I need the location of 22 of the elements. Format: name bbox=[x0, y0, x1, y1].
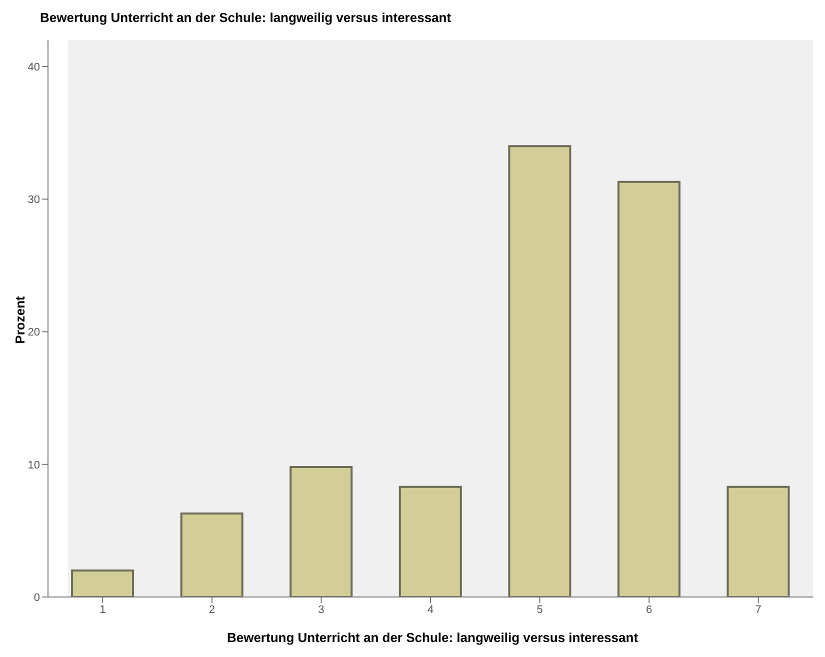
y-tick-label: 20 bbox=[28, 326, 40, 339]
y-tick-label: 10 bbox=[28, 459, 40, 472]
bar bbox=[617, 180, 680, 597]
x-tick-label: 6 bbox=[646, 604, 652, 616]
x-tick-label: 3 bbox=[318, 604, 324, 616]
bar bbox=[290, 466, 353, 597]
x-tick-label: 5 bbox=[536, 604, 543, 616]
x-tick-label: 4 bbox=[427, 604, 434, 616]
x-tick-label: 2 bbox=[208, 604, 215, 616]
bar bbox=[508, 145, 572, 597]
x-tick-label: 1 bbox=[100, 604, 106, 616]
x-tick-label: 7 bbox=[755, 604, 762, 616]
bar bbox=[71, 569, 134, 597]
x-axis-title: Bewertung Unterricht an der Schule: langweilig versus interessant bbox=[226, 630, 640, 645]
bar bbox=[726, 486, 790, 597]
bar bbox=[180, 512, 244, 597]
y-tick-label: 40 bbox=[28, 61, 40, 74]
y-tick-label: 30 bbox=[28, 194, 40, 206]
y-axis-title: Prozent bbox=[12, 296, 28, 344]
chart-title: Bewertung Unterricht an der Schule: langweilig versus interessant bbox=[40, 10, 452, 25]
y-tick-label: 0 bbox=[34, 592, 40, 604]
bar bbox=[398, 486, 462, 597]
